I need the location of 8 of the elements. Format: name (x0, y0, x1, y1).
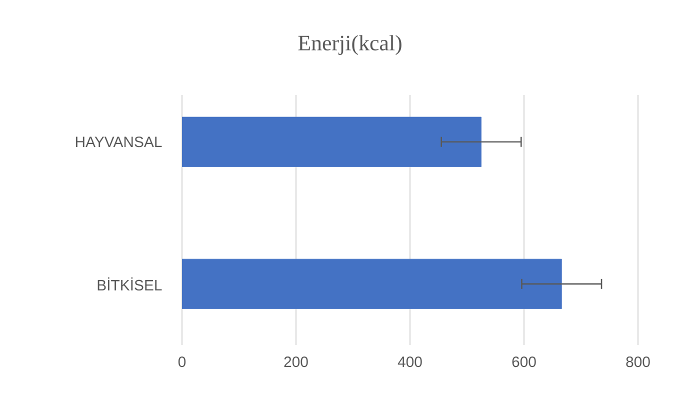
x-tick-label: 400 (398, 356, 422, 368)
x-tick-label: 800 (626, 356, 650, 368)
y-tick-label: BİTKİSEL (98, 277, 162, 290)
x-tick-label: 600 (512, 356, 536, 368)
x-tick-label: 0 (178, 356, 186, 368)
y-tick-label: HAYVANSAL (76, 136, 162, 148)
x-tick-label: 200 (284, 356, 308, 368)
chart-title: Enerji(kcal) (298, 35, 402, 55)
